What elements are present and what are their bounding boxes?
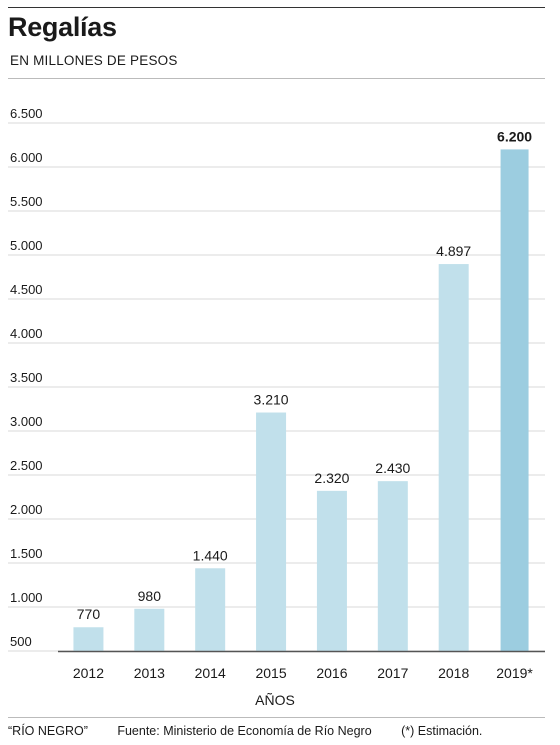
data-label: 980 — [138, 588, 162, 604]
data-label: 1.440 — [193, 547, 228, 563]
bar — [500, 149, 529, 651]
footer-brand: “RÍO NEGRO” — [8, 724, 88, 738]
footer-source: Fuente: Ministerio de Economía de Río Ne… — [117, 724, 372, 738]
x-tick-label: 2018 — [438, 665, 469, 681]
bar-chart: 500 1.000 1.500 2.000 2.500 3.000 3.500 4.000 4.… — [8, 106, 545, 681]
data-label: 4.897 — [436, 243, 471, 259]
y-tick-label: 5.000 — [10, 238, 43, 253]
chart-title: Regalías — [8, 12, 117, 42]
chart-subtitle: EN MILLONES DE PESOS — [10, 53, 178, 68]
x-tick-label: 2012 — [73, 665, 104, 681]
bar — [377, 481, 408, 651]
footer-note: (*) Estimación. — [401, 724, 483, 738]
bottom-rule — [8, 717, 545, 718]
bar — [438, 264, 469, 651]
x-tick-label: 2015 — [255, 665, 286, 681]
data-label: 3.210 — [254, 392, 289, 408]
y-tick-label: 1.500 — [10, 546, 43, 561]
data-label: 2.320 — [314, 470, 349, 486]
x-axis-title: AÑOS — [255, 692, 295, 708]
y-tick-label: 4.500 — [10, 282, 43, 297]
x-tick-label: 2019* — [496, 665, 533, 681]
x-tick-label: 2016 — [316, 665, 347, 681]
bar — [195, 568, 226, 651]
x-tick-label: 2017 — [377, 665, 408, 681]
y-tick-label: 3.500 — [10, 370, 43, 385]
subtitle-rule — [8, 78, 545, 79]
y-tick-label: 2.500 — [10, 458, 43, 473]
y-tick-label: 1.000 — [10, 590, 43, 605]
x-tick-label: 2014 — [195, 665, 226, 681]
x-tick-label: 2013 — [134, 665, 165, 681]
footer: “RÍO NEGRO” Fuente: Ministerio de Econom… — [8, 724, 482, 738]
data-label: 2.430 — [375, 460, 410, 476]
data-label: 6.200 — [497, 128, 532, 144]
bar — [256, 412, 287, 651]
top-rule — [8, 7, 545, 8]
bar — [134, 608, 165, 651]
bar — [316, 490, 347, 651]
y-tick-label: 5.500 — [10, 194, 43, 209]
bar — [73, 627, 104, 651]
y-tick-label: 6.500 — [10, 106, 43, 121]
y-tick-label: 2.000 — [10, 502, 43, 517]
y-tick-label: 500 — [10, 634, 32, 649]
y-tick-label: 4.000 — [10, 326, 43, 341]
y-tick-label: 3.000 — [10, 414, 43, 429]
y-tick-label: 6.000 — [10, 150, 43, 165]
data-label: 770 — [77, 606, 101, 622]
